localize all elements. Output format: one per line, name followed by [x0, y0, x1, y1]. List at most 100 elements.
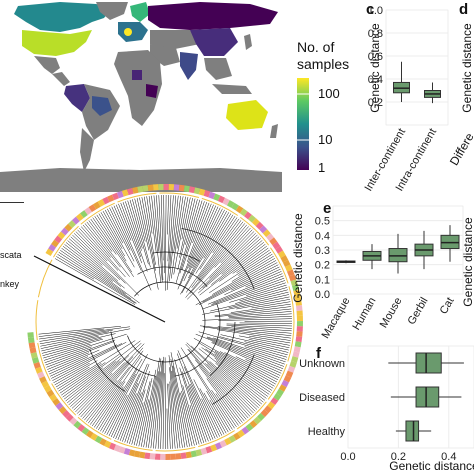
- tree-branch: [183, 206, 219, 282]
- legend-tick-1: 1: [318, 160, 325, 175]
- tree-branch: [216, 360, 267, 399]
- tree-branch: [214, 351, 275, 387]
- tree-branch: [90, 218, 117, 255]
- tree-branch: [165, 195, 167, 291]
- tree-branch: [38, 328, 105, 337]
- tree-annotation-ring-segment: [93, 201, 101, 210]
- tree-annotation-ring-segment: [65, 413, 74, 422]
- tree-branch: [187, 231, 255, 300]
- map-region-china: [190, 28, 238, 56]
- tree-branch: [107, 208, 135, 262]
- panel-d-fragment: d Genetic distance Differe: [447, 1, 474, 168]
- tree-branch: [214, 357, 269, 397]
- tree-branch: [245, 271, 282, 288]
- tree-branch: [199, 388, 225, 435]
- tree-branch: [197, 238, 261, 294]
- tree-annotation-ring-segment: [31, 357, 40, 364]
- tree-branch: [38, 325, 121, 335]
- map-region-central-america: [52, 72, 70, 86]
- tree-branch: [209, 251, 272, 294]
- tree-branch: [169, 367, 178, 449]
- panel-e-ytick: 0.5: [315, 216, 330, 228]
- tree-branch: [201, 398, 220, 437]
- tree-branch: [146, 196, 153, 234]
- tree-annotation-ring-segment: [126, 187, 134, 196]
- panel-f-xlabel: Genetic distance: [389, 459, 474, 473]
- tree-branch: [226, 323, 292, 327]
- panel-f-xtick: 0.0: [340, 451, 355, 463]
- tree-branch: [207, 336, 285, 365]
- tree-branch: [144, 196, 156, 265]
- tree-branch: [189, 226, 249, 294]
- tree-branch: [239, 322, 292, 324]
- tree-branch: [140, 369, 157, 447]
- tree-branch: [204, 363, 254, 414]
- tree-annotation-ring-segment: [291, 356, 299, 363]
- tree-annotation-ring-segment: [249, 420, 258, 429]
- tree-branch: [39, 329, 113, 342]
- tree-annotation-ring-segment: [48, 244, 57, 252]
- tree-branch: [206, 363, 256, 412]
- map-region-canada: [14, 2, 112, 32]
- tree-branch: [230, 303, 291, 313]
- tree-branch: [192, 201, 208, 244]
- tree-clade-arc: [174, 303, 221, 377]
- tree-annotation-ring-segment: [275, 246, 284, 254]
- tree-annotation-ring-segment: [27, 337, 35, 344]
- tree-branch: [132, 199, 151, 268]
- tree-branch: [143, 375, 157, 448]
- panel-d-xlabel: Differe: [447, 130, 474, 168]
- tree-branch: [169, 381, 176, 449]
- tree-branch: [219, 351, 278, 383]
- tree-branch: [177, 350, 218, 438]
- tree-branch: [102, 373, 136, 433]
- tree-branch: [198, 234, 258, 291]
- tree-annotation-ring-segment: [80, 210, 88, 218]
- tree-branch: [231, 326, 292, 332]
- tree-inner-ring: [35, 192, 295, 452]
- world-map: [0, 0, 282, 192]
- tree-branch: [141, 197, 156, 271]
- legend-tick-100: 100: [318, 86, 340, 101]
- tree-branch: [179, 204, 214, 286]
- tree-annotation-ring-segment: [128, 449, 136, 457]
- tree-annotation-ring-segment: [239, 208, 248, 217]
- tree-branch: [71, 355, 130, 409]
- tree-branch: [109, 207, 131, 251]
- tree-branch: [129, 389, 146, 444]
- tree-annotation-ring-segment: [290, 279, 298, 287]
- tree-annotation-ring-segment: [210, 444, 218, 452]
- tree-branch: [185, 224, 247, 298]
- tree-branch: [41, 337, 102, 354]
- tree-annotation-ring-segment: [296, 305, 303, 311]
- tree-branch: [188, 349, 249, 419]
- tree-branch: [218, 318, 292, 321]
- tree-branch: [51, 343, 123, 379]
- tree-root-branch: [33, 255, 166, 323]
- tree-branch: [171, 371, 183, 448]
- tree-branch: [202, 296, 290, 315]
- tree-branch: [181, 371, 207, 443]
- tree-branch: [48, 349, 100, 373]
- tree-branch: [188, 209, 225, 279]
- tree-annotation-ring-segment: [118, 446, 126, 454]
- tree-branch: [89, 381, 122, 425]
- tree-branch: [179, 198, 193, 258]
- tree-branch: [77, 229, 108, 262]
- tree-branch: [166, 408, 169, 449]
- tree-branch: [119, 364, 150, 441]
- tree-annotation-ring-segment: [158, 184, 164, 191]
- panel-c-label: c: [366, 1, 374, 18]
- tree-branch: [100, 212, 123, 249]
- tree-branch: [236, 299, 290, 310]
- tree-annotation-ring-segment: [266, 233, 275, 242]
- tree-branch: [72, 234, 121, 280]
- tree-branch: [108, 373, 140, 437]
- tree-branch: [66, 357, 122, 404]
- tree-branch: [173, 195, 181, 254]
- panel-e-ytick: 0.4: [315, 230, 330, 242]
- tree-branch: [203, 213, 232, 259]
- tree-branch: [65, 242, 122, 287]
- tree-branch: [41, 333, 116, 352]
- tree-annotation-ring-segment: [288, 274, 297, 282]
